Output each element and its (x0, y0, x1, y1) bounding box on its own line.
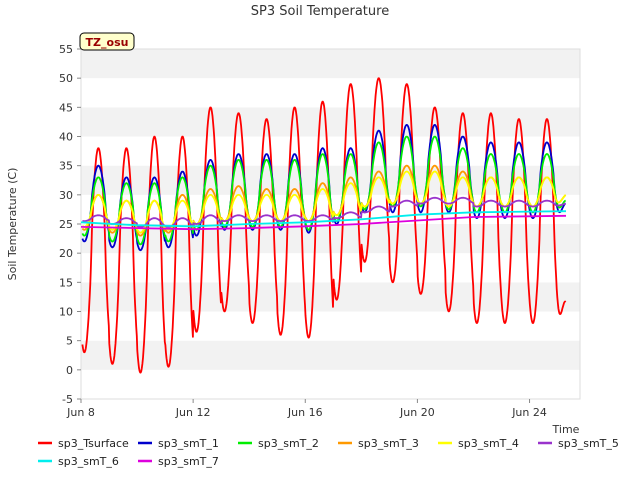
y-tick-label: 40 (59, 131, 73, 144)
y-tick-label: 30 (59, 189, 73, 202)
x-tick-label: Jun 12 (175, 406, 211, 419)
legend-label: sp3_smT_2 (258, 437, 319, 450)
x-tick-label: Jun 20 (399, 406, 435, 419)
plot-band (81, 311, 580, 341)
plot-band (81, 107, 580, 137)
legend-label: sp3_smT_6 (58, 455, 119, 468)
legend-label: sp3_smT_1 (158, 437, 219, 450)
legend-label: sp3_smT_3 (358, 437, 419, 450)
y-tick-label: 5 (66, 335, 73, 348)
series-lines (80, 77, 567, 374)
y-tick-label: 20 (59, 247, 73, 260)
y-tick-label: 45 (59, 101, 73, 114)
series-line-sp3-smT-5 (82, 196, 566, 228)
plot-band (81, 136, 580, 166)
y-axis: -5 0 5 10 15 20 25 30 35 40 45 50 55 (59, 43, 81, 406)
station-badge: TZ_osu (79, 32, 135, 51)
legend-label: sp3_smT_5 (558, 437, 619, 450)
series-line-sp3-smT-6 (80, 210, 567, 228)
plot-band (81, 49, 580, 79)
plot-band (81, 78, 580, 108)
plot-band (81, 282, 580, 312)
y-tick-label: 15 (59, 276, 73, 289)
station-badge-label: TZ_osu (86, 36, 129, 49)
y-tick-label: 50 (59, 72, 73, 85)
y-tick-label: 55 (59, 43, 73, 56)
x-tick-label: Jun 16 (287, 406, 323, 419)
station-badge-box (79, 32, 135, 51)
y-axis-label: Soil Temperature (C) (6, 168, 19, 281)
x-axis: Jun 8 Jun 12 Jun 16 Jun 20 Jun 24 (66, 399, 547, 419)
x-axis-label: Time (552, 423, 580, 436)
y-tick-label: 25 (59, 218, 73, 231)
chart-title: SP3 Soil Temperature (251, 4, 389, 19)
y-tick-label: 10 (59, 306, 73, 319)
y-tick-label: -5 (62, 393, 73, 406)
plot-band (81, 340, 580, 370)
x-tick-label: Jun 24 (511, 406, 547, 419)
y-tick-label: 0 (66, 364, 73, 377)
legend-label: sp3_Tsurface (58, 437, 129, 450)
legend-label: sp3_smT_4 (458, 437, 519, 450)
series-line-sp3-smT-7 (80, 214, 567, 231)
legend: sp3_Tsurface sp3_smT_1 sp3_smT_2 sp3_smT_3 s… (38, 437, 619, 468)
plot-band (81, 369, 580, 399)
legend-label: sp3_smT_7 (158, 455, 219, 468)
y-tick-label: 35 (59, 160, 73, 173)
x-tick-label: Jun 8 (66, 406, 95, 419)
series-line-sp3-Tsurface (81, 77, 567, 374)
